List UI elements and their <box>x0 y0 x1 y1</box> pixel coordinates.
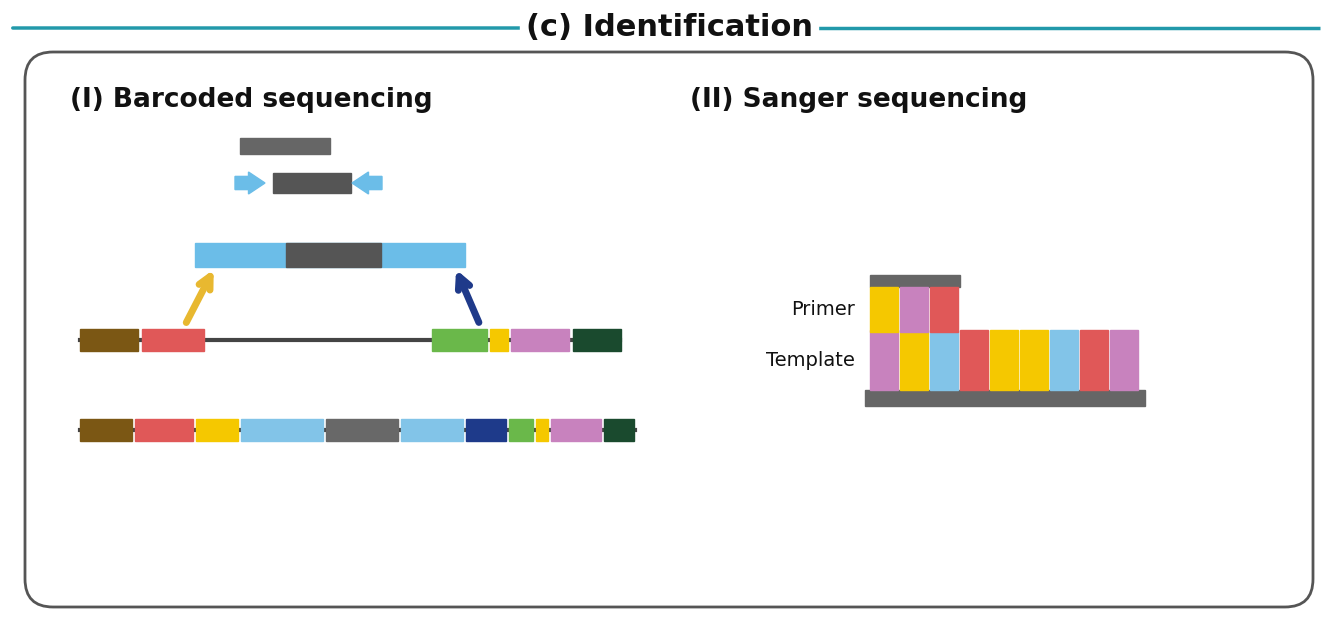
Text: Primer: Primer <box>791 300 855 319</box>
Bar <box>401 419 463 441</box>
Bar <box>573 329 621 351</box>
FancyBboxPatch shape <box>25 52 1313 607</box>
Bar <box>551 419 601 441</box>
Bar <box>286 243 381 267</box>
Bar <box>1050 330 1078 390</box>
Bar <box>195 243 466 267</box>
Bar <box>326 419 397 441</box>
Polygon shape <box>352 172 383 194</box>
Bar <box>900 287 929 332</box>
Bar <box>870 275 959 287</box>
Bar <box>930 330 958 390</box>
Bar <box>511 329 569 351</box>
Text: (c) Identification: (c) Identification <box>526 14 812 42</box>
Polygon shape <box>235 172 265 194</box>
Bar <box>273 173 351 193</box>
Text: (II) Sanger sequencing: (II) Sanger sequencing <box>690 87 1028 113</box>
Text: (I) Barcoded sequencing: (I) Barcoded sequencing <box>70 87 432 113</box>
Bar <box>930 287 958 332</box>
Bar <box>241 419 322 441</box>
Bar <box>80 419 132 441</box>
Bar <box>864 390 1145 406</box>
Bar <box>959 330 987 390</box>
Bar <box>195 419 238 441</box>
Bar <box>1020 330 1048 390</box>
Bar <box>900 330 929 390</box>
Bar <box>240 138 330 154</box>
Bar <box>1111 330 1139 390</box>
Bar <box>80 329 138 351</box>
Bar <box>432 329 487 351</box>
Text: Template: Template <box>767 351 855 369</box>
Bar <box>490 329 508 351</box>
Bar <box>135 419 193 441</box>
Bar <box>1080 330 1108 390</box>
Bar <box>466 419 506 441</box>
Bar <box>508 419 533 441</box>
Bar <box>870 330 898 390</box>
Bar <box>990 330 1018 390</box>
Bar <box>142 329 203 351</box>
Bar <box>537 419 549 441</box>
Bar <box>870 287 898 332</box>
Bar <box>603 419 634 441</box>
